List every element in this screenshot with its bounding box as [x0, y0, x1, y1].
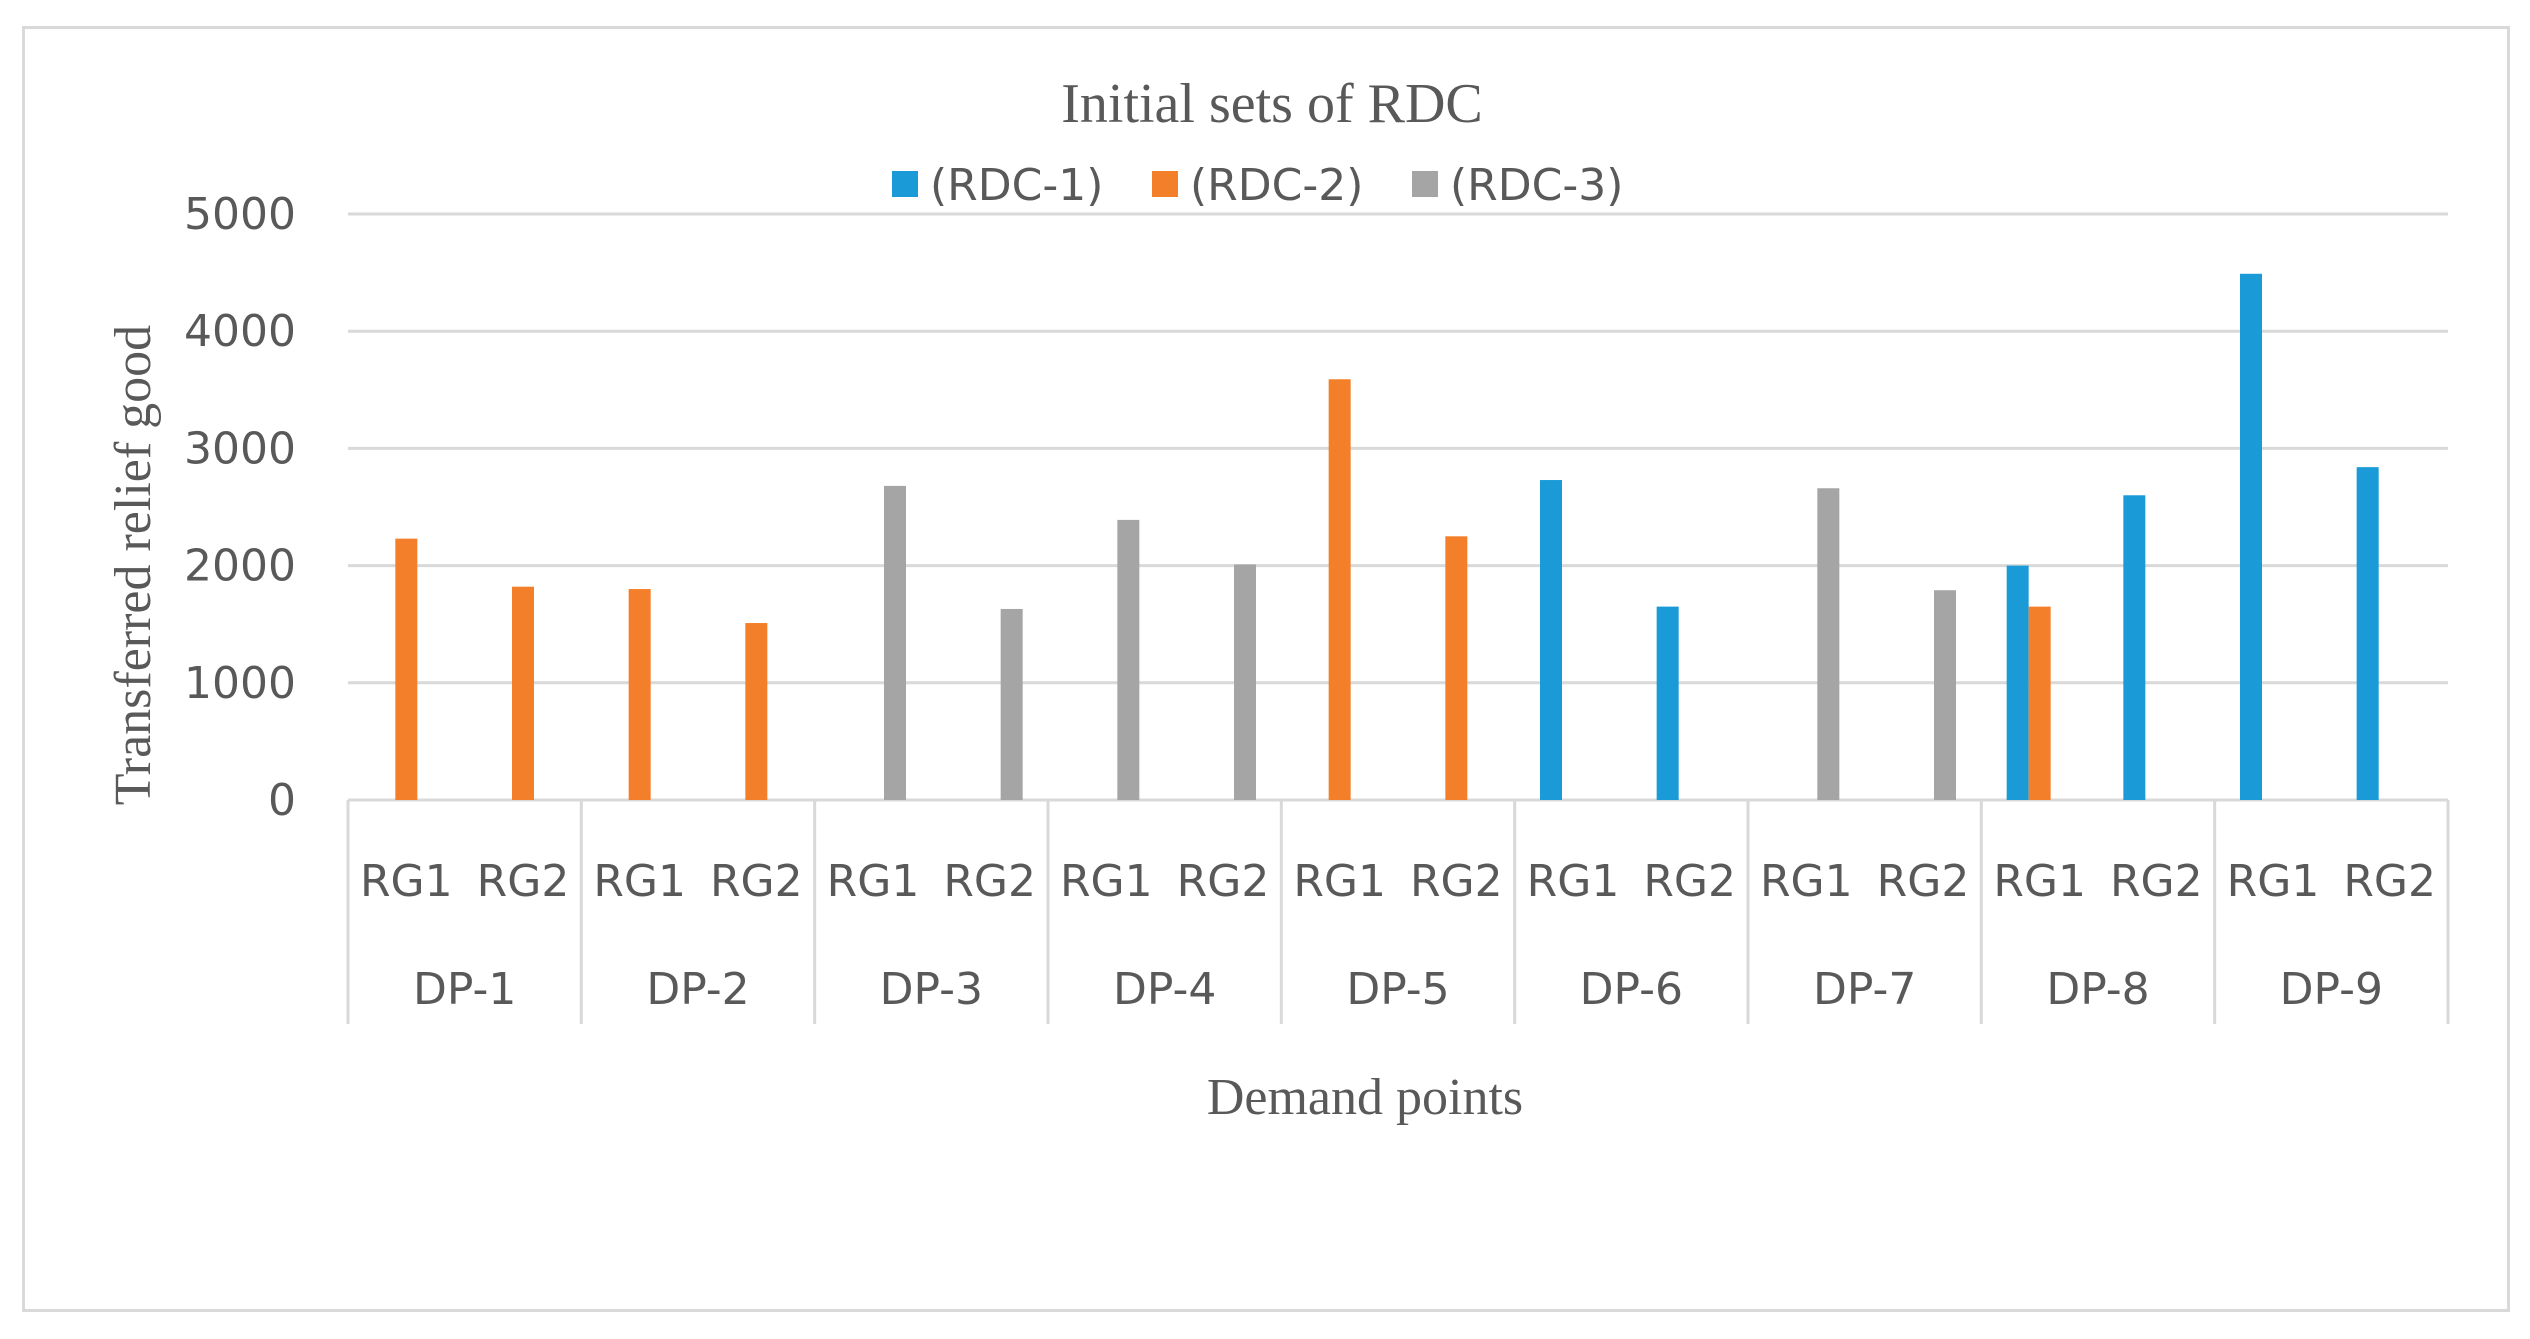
- bar-dp-6-rg2-s1: [1656, 606, 1679, 800]
- y-tick-label: 4000: [184, 306, 296, 357]
- x-axis: RG1 RG2 RG1 RG2 RG1 RG2 RG1 RG2 RG1 RG2 RG1 RG2 RG1 R…: [346, 800, 2450, 1024]
- bar-dp-8-rg1-s1: [2006, 565, 2029, 800]
- x-group-label: DP-7: [1813, 964, 1916, 1015]
- bar-dp-3-rg2-s3: [1000, 608, 1023, 800]
- y-tick-label: 1000: [184, 658, 296, 709]
- bar-dp-3-rg1-s3: [884, 485, 906, 800]
- bar-dp-6-rg1-s1: [1540, 480, 1562, 800]
- x-tick-label: RG1: [2227, 856, 2320, 907]
- x-tick-label: RG1: [1293, 856, 1386, 907]
- x-group-label: DP-8: [2046, 964, 2149, 1015]
- bar-dp-8-rg1-s2: [2028, 606, 2051, 800]
- bar-dp-2-rg2-s2: [745, 623, 768, 800]
- x-tick-label: RG2: [1410, 856, 1503, 907]
- y-tick-label: 5000: [184, 189, 296, 240]
- bar-dp-2-rg1-s2: [628, 589, 651, 800]
- x-tick-label: RG2: [943, 856, 1036, 907]
- x-tick-label: RG2: [2343, 856, 2436, 907]
- bar-dp-5-rg2-s2: [1445, 536, 1468, 800]
- bar-dp-1-rg2-s2: [512, 586, 534, 800]
- legend-swatch-rdc-3: [1412, 171, 1438, 197]
- bar-dp-4-rg2-s3: [1234, 564, 1256, 800]
- x-group-label: DP-6: [1580, 964, 1683, 1015]
- x-axis-title: Demand points: [1207, 1069, 1523, 1126]
- chart-title: Initial sets of RDC: [1061, 73, 1483, 135]
- bar-dp-7-rg1-s3: [1817, 488, 1840, 800]
- y-tick-label: 2000: [184, 541, 296, 592]
- legend-label-rdc-3: (RDC-3): [1450, 160, 1623, 211]
- x-tick-label: RG2: [710, 856, 803, 907]
- bar-dp-7-rg2-s3: [1934, 590, 1956, 800]
- x-tick-label: RG1: [827, 856, 920, 907]
- x-group-label: DP-5: [1346, 964, 1449, 1015]
- y-tick-label: 3000: [184, 423, 296, 474]
- x-tick-label: RG2: [1177, 856, 1270, 907]
- x-tick-label: RG2: [1877, 856, 1970, 907]
- legend: (RDC-1) (RDC-2) (RDC-3): [892, 160, 1623, 211]
- x-group-label: DP-2: [646, 964, 749, 1015]
- legend-swatch-rdc-1: [892, 171, 918, 197]
- x-group-label: DP-4: [1113, 964, 1216, 1015]
- x-tick-label: RG1: [1060, 856, 1153, 907]
- y-tick-label: 0: [268, 775, 296, 826]
- x-group-label: DP-9: [2280, 964, 2383, 1015]
- x-tick-label: RG1: [1527, 856, 1620, 907]
- x-group-label: DP-3: [880, 964, 983, 1015]
- bar-dp-9-rg2-s1: [2356, 467, 2379, 800]
- legend-swatch-rdc-2: [1152, 171, 1178, 197]
- y-axis-title: Transferred relief good: [105, 325, 162, 805]
- bar-dp-8-rg2-s1: [2123, 495, 2146, 800]
- bar-dp-1-rg1-s2: [395, 538, 418, 800]
- bars: [395, 273, 2379, 801]
- x-tick-label: RG2: [1643, 856, 1736, 907]
- x-tick-label: RG1: [1760, 856, 1853, 907]
- legend-label-rdc-1: (RDC-1): [930, 160, 1103, 211]
- x-tick-label: RG2: [477, 856, 570, 907]
- chart-frame: [22, 26, 2510, 1312]
- bar-dp-9-rg1-s1: [2240, 273, 2262, 801]
- x-tick-label: RG1: [360, 856, 453, 907]
- bar-dp-5-rg1-s2: [1328, 379, 1351, 800]
- x-tick-label: RG2: [2110, 856, 2203, 907]
- x-group-label: DP-1: [413, 964, 516, 1015]
- legend-label-rdc-2: (RDC-2): [1190, 160, 1363, 211]
- y-axis-ticks: 0 1000 2000 3000 4000 5000: [184, 189, 296, 826]
- x-tick-label: RG1: [593, 856, 686, 907]
- bar-dp-4-rg1-s3: [1117, 519, 1140, 800]
- gridlines: [348, 212, 2448, 802]
- x-tick-label: RG1: [1993, 856, 2086, 907]
